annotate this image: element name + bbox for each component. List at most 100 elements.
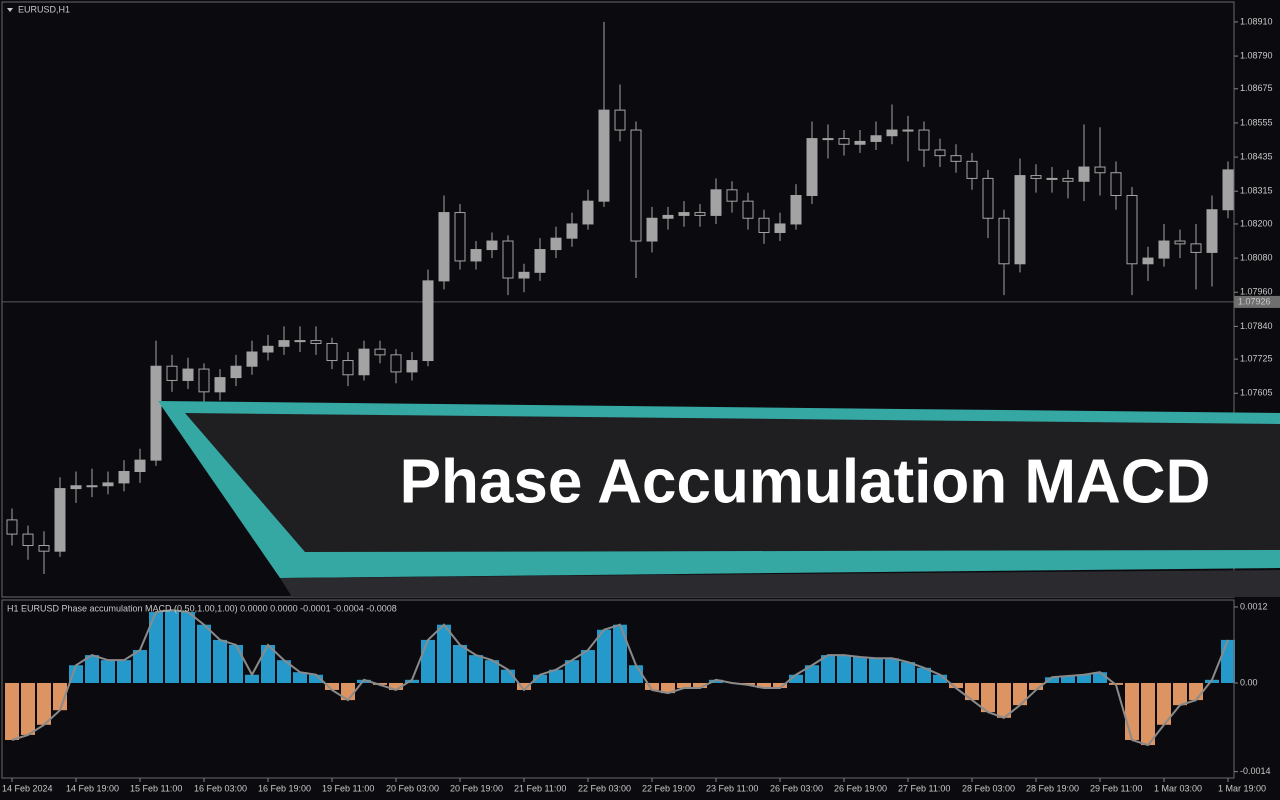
histogram-bar [149, 612, 163, 683]
candle-body [470, 249, 482, 262]
candle-body [54, 488, 66, 552]
histogram-bar [565, 660, 579, 683]
x-tick-label: 21 Feb 11:00 [514, 783, 566, 793]
histogram-bar [901, 662, 915, 683]
histogram-bar [1189, 682, 1203, 701]
banner-panel [185, 413, 1280, 552]
candle-body [694, 212, 706, 216]
candle-body [534, 249, 546, 273]
symbol-label: EURUSD,H1 [18, 4, 70, 14]
histogram-bar [69, 665, 83, 683]
y-tick-label: 1.07605 [1240, 388, 1273, 398]
x-tick-label: 1 Mar 19:00 [1218, 783, 1266, 793]
x-tick-label: 29 Feb 11:00 [1090, 783, 1142, 793]
histogram-bar [181, 612, 195, 683]
candle-body [22, 533, 34, 546]
candle-body [598, 109, 610, 202]
y-tick-label: 1.08435 [1240, 151, 1273, 161]
histogram-bar [933, 674, 947, 683]
candle-body [326, 342, 338, 362]
candle-body [822, 138, 834, 141]
indicator-label: H1 EURUSD Phase accumulation MACD (0.50,… [7, 603, 397, 613]
y-tick-label: 1.08790 [1240, 50, 1273, 60]
candle-body [278, 340, 290, 347]
candle-body [902, 129, 914, 132]
candle-body [486, 240, 498, 251]
candle-body [742, 200, 754, 219]
histogram-bar [309, 674, 323, 683]
y-tick-label: 0.0012 [1240, 601, 1268, 611]
candle-body [550, 237, 562, 251]
histogram-bar [549, 669, 563, 683]
histogram-bar [261, 644, 275, 683]
histogram-bar [21, 682, 35, 735]
candle-body [342, 360, 354, 376]
candle-body [1174, 240, 1186, 245]
x-tick-label: 26 Feb 03:00 [770, 783, 823, 793]
x-tick-label: 22 Feb 19:00 [642, 783, 695, 793]
histogram-bar [981, 682, 995, 713]
candle-body [982, 177, 994, 219]
histogram-bar [229, 644, 243, 683]
histogram-bar [1157, 682, 1171, 725]
candle-body [998, 217, 1010, 265]
symbol-menu-arrow[interactable] [7, 8, 13, 12]
histogram-bar [997, 682, 1011, 718]
x-tick-label: 20 Feb 19:00 [450, 783, 503, 793]
y-tick-label: 1.08080 [1240, 252, 1273, 262]
candle-body [1222, 169, 1234, 211]
histogram-bar [85, 655, 99, 683]
candle-body [870, 135, 882, 142]
candle-body [662, 214, 674, 219]
x-tick-label: 26 Feb 19:00 [834, 783, 887, 793]
candle-body [1014, 175, 1026, 265]
histogram-bar [325, 682, 339, 690]
histogram-bar [1013, 682, 1027, 706]
histogram-bar [1045, 677, 1059, 683]
histogram-bar [213, 639, 227, 683]
histogram-bar [1141, 682, 1155, 746]
candle-body [630, 129, 642, 242]
histogram-bar [693, 682, 707, 689]
x-tick-label: 28 Feb 19:00 [1026, 783, 1079, 793]
candle-body [518, 271, 530, 279]
histogram-bar [757, 682, 771, 689]
candle-body [934, 149, 946, 157]
last-price-box [1234, 295, 1280, 308]
y-tick-label: 0.00 [1240, 677, 1258, 687]
histogram-bar [517, 682, 531, 690]
last-price-label: 1.07926 [1238, 296, 1271, 306]
candle-body [1142, 257, 1154, 265]
candle-body [1046, 177, 1058, 180]
y-tick-label: 1.07725 [1240, 353, 1273, 363]
histogram-bar [773, 682, 787, 689]
candle-body [390, 354, 402, 373]
candle-body [262, 345, 274, 353]
histogram-bar [277, 660, 291, 683]
candle-body [614, 109, 626, 131]
y-tick-label: 1.08910 [1240, 16, 1273, 26]
histogram-bar [709, 679, 723, 683]
candle-body [6, 519, 18, 535]
x-tick-label: 27 Feb 11:00 [898, 783, 950, 793]
candle-body [806, 138, 818, 196]
x-tick-label: 28 Feb 03:00 [962, 783, 1015, 793]
histogram-bar [1061, 676, 1075, 683]
candle-body [1030, 175, 1042, 179]
x-tick-label: 14 Feb 19:00 [66, 783, 119, 793]
histogram-bar [437, 624, 451, 683]
y-tick-label: 1.08675 [1240, 83, 1273, 93]
candle-body [918, 129, 930, 151]
histogram-bar [53, 682, 67, 711]
histogram-bar [1077, 674, 1091, 683]
candle-body [1078, 166, 1090, 182]
candle-body [86, 485, 98, 488]
histogram-bar [405, 679, 419, 683]
histogram-bar [1029, 682, 1043, 690]
histogram-bar [453, 644, 467, 683]
candle-body [774, 223, 786, 233]
histogram-bar [917, 667, 931, 683]
candle-body [438, 212, 450, 282]
